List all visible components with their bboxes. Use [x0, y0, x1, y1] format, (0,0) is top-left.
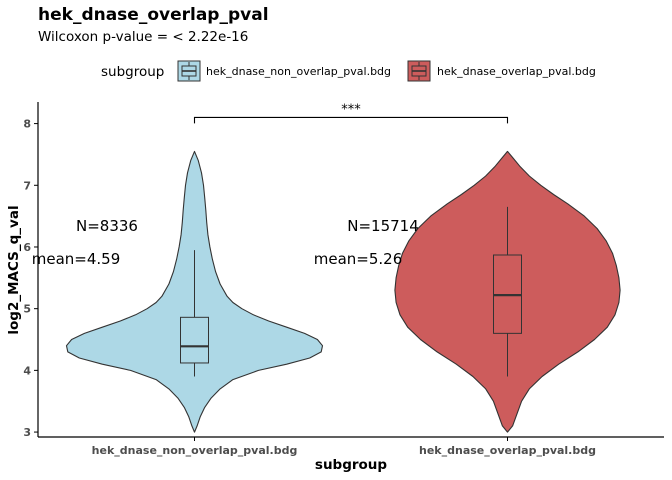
- n-label: N=15714: [347, 217, 419, 235]
- y-tick-label: 6: [23, 241, 31, 254]
- x-tick-label: hek_dnase_overlap_pval.bdg: [419, 444, 596, 457]
- y-tick-label: 5: [23, 303, 31, 316]
- x-tick-label: hek_dnase_non_overlap_pval.bdg: [92, 444, 298, 457]
- chart-subtitle: Wilcoxon p-value = < 2.22e-16: [38, 29, 248, 45]
- n-label: N=8336: [76, 217, 138, 235]
- chart-title: hek_dnase_overlap_pval: [38, 5, 269, 25]
- y-tick-label: 3: [23, 426, 31, 439]
- plot-area: 3 4 5 6 7 8 hek_dnase_non_overlap_pval.bdg hek_…: [23, 102, 664, 457]
- mean-label: mean=5.26: [314, 250, 403, 268]
- mean-label: mean=4.59: [32, 250, 121, 268]
- significance-label: ***: [341, 102, 361, 117]
- significance-bracket: [193, 116, 509, 124]
- y-tick-label: 8: [23, 118, 31, 131]
- legend-label: hek_dnase_non_overlap_pval.bdg: [206, 65, 391, 78]
- y-tick-label: 7: [23, 179, 31, 192]
- y-axis-label: log2_MACS_q_val: [6, 205, 22, 334]
- legend-label: hek_dnase_overlap_pval.bdg: [437, 65, 596, 78]
- y-tick-label: 4: [23, 364, 31, 377]
- legend-key-1: [177, 60, 201, 82]
- legend-key-2: [407, 60, 431, 82]
- x-axis-label: subgroup: [315, 457, 388, 473]
- legend: subgroup hek_dnase_non_overlap_pval.bdg he…: [101, 60, 596, 82]
- box-1: [180, 316, 209, 364]
- legend-title: subgroup: [101, 64, 164, 80]
